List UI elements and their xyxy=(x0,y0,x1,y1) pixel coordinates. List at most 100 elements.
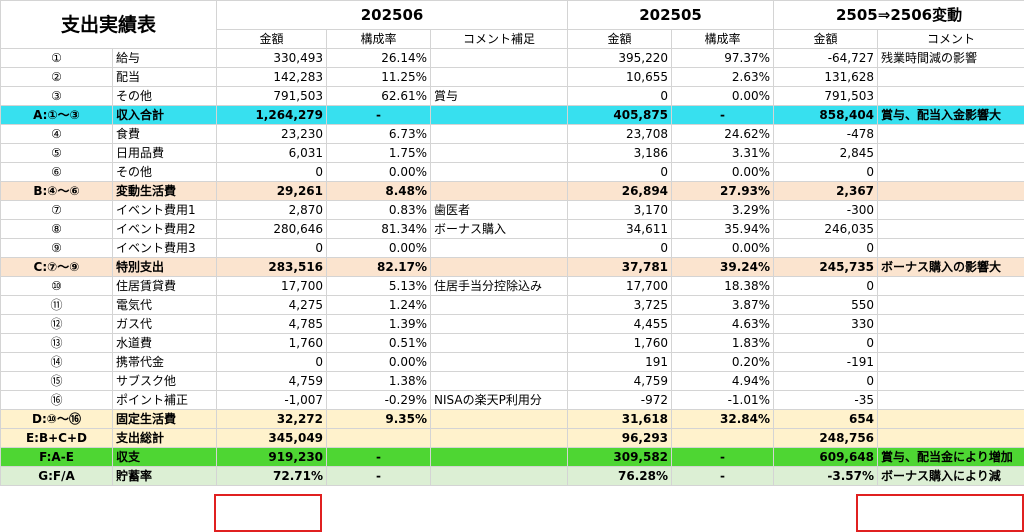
row-label-cell[interactable]: E:B+C+D xyxy=(0,428,113,448)
ratio-202505-cell[interactable]: 4.94% xyxy=(671,371,775,391)
comment-cell[interactable] xyxy=(877,238,1024,258)
amount-202506-cell[interactable]: 17,700 xyxy=(216,276,328,296)
amount-change-cell[interactable]: 0 xyxy=(773,276,879,296)
comment-cell[interactable] xyxy=(877,162,1024,182)
amount-202505-cell[interactable]: 23,708 xyxy=(567,124,673,144)
amount-change-cell[interactable]: 858,404 xyxy=(773,105,879,125)
period-header-202506[interactable]: 202506 xyxy=(216,0,569,30)
amount-202505-cell[interactable]: 405,875 xyxy=(567,105,673,125)
ratio-202505-cell[interactable]: 39.24% xyxy=(671,257,775,277)
amount-202505-cell[interactable]: -972 xyxy=(567,390,673,410)
amount-202505-cell[interactable]: 17,700 xyxy=(567,276,673,296)
amount-202505-cell[interactable]: 4,759 xyxy=(567,371,673,391)
comment-note-cell[interactable] xyxy=(430,124,569,144)
ratio-202505-cell[interactable]: 1.83% xyxy=(671,333,775,353)
comment-cell[interactable] xyxy=(877,276,1024,296)
comment-note-cell[interactable] xyxy=(430,143,569,163)
ratio-202506-cell[interactable]: 0.83% xyxy=(326,200,432,220)
amount-202505-cell[interactable]: 96,293 xyxy=(567,428,673,448)
comment-cell[interactable] xyxy=(877,409,1024,429)
comment-note-cell[interactable] xyxy=(430,466,569,486)
amount-202505-cell[interactable]: 0 xyxy=(567,238,673,258)
ratio-202505-cell[interactable]: 27.93% xyxy=(671,181,775,201)
amount-202506-cell[interactable]: 791,503 xyxy=(216,86,328,106)
comment-cell[interactable] xyxy=(877,314,1024,334)
comment-cell[interactable]: 賞与、配当金により増加 xyxy=(877,447,1024,467)
comment-note-cell[interactable] xyxy=(430,162,569,182)
amount-202506-cell[interactable]: 330,493 xyxy=(216,48,328,68)
amount-change-cell[interactable]: -64,727 xyxy=(773,48,879,68)
ratio-202505-cell[interactable]: 32.84% xyxy=(671,409,775,429)
amount-202505-cell[interactable]: 0 xyxy=(567,162,673,182)
comment-note-cell[interactable] xyxy=(430,67,569,87)
row-label-cell[interactable]: ① xyxy=(0,48,113,68)
item-name-cell[interactable]: ガス代 xyxy=(111,314,218,334)
ratio-202506-cell[interactable]: 6.73% xyxy=(326,124,432,144)
amount-change-cell[interactable]: 550 xyxy=(773,295,879,315)
row-label-cell[interactable]: C:⑦〜⑨ xyxy=(0,257,113,277)
ratio-202506-cell[interactable]: 0.00% xyxy=(326,238,432,258)
amount-change-cell[interactable]: 245,735 xyxy=(773,257,879,277)
amount-202506-cell[interactable]: 280,646 xyxy=(216,219,328,239)
comment-note-cell[interactable] xyxy=(430,447,569,467)
comment-note-cell[interactable] xyxy=(430,314,569,334)
amount-change-cell[interactable]: -35 xyxy=(773,390,879,410)
ratio-202505-cell[interactable]: 24.62% xyxy=(671,124,775,144)
amount-change-cell[interactable]: -3.57% xyxy=(773,466,879,486)
item-name-cell[interactable]: 電気代 xyxy=(111,295,218,315)
comment-note-cell[interactable] xyxy=(430,352,569,372)
item-name-cell[interactable]: 収支 xyxy=(111,447,218,467)
item-name-cell[interactable]: 支出総計 xyxy=(111,428,218,448)
comment-note-cell[interactable] xyxy=(430,409,569,429)
amount-change-cell[interactable]: 330 xyxy=(773,314,879,334)
amount-change-cell[interactable]: 609,648 xyxy=(773,447,879,467)
comment-cell[interactable] xyxy=(877,143,1024,163)
ratio-202506-cell[interactable]: - xyxy=(326,105,432,125)
comment-cell[interactable] xyxy=(877,181,1024,201)
ratio-202506-cell[interactable] xyxy=(326,428,432,448)
amount-202505-cell[interactable]: 395,220 xyxy=(567,48,673,68)
comment-cell[interactable]: ボーナス購入の影響大 xyxy=(877,257,1024,277)
ratio-202506-cell[interactable]: 62.61% xyxy=(326,86,432,106)
col-header-ratio-1[interactable]: 構成率 xyxy=(326,29,432,49)
comment-cell[interactable] xyxy=(877,67,1024,87)
amount-202505-cell[interactable]: 37,781 xyxy=(567,257,673,277)
amount-202506-cell[interactable]: 6,031 xyxy=(216,143,328,163)
col-header-comment[interactable]: コメント xyxy=(877,29,1024,49)
row-label-cell[interactable]: G:F/A xyxy=(0,466,113,486)
comment-note-cell[interactable]: 歯医者 xyxy=(430,200,569,220)
item-name-cell[interactable]: 給与 xyxy=(111,48,218,68)
amount-change-cell[interactable]: 654 xyxy=(773,409,879,429)
ratio-202506-cell[interactable]: 8.48% xyxy=(326,181,432,201)
ratio-202506-cell[interactable]: 9.35% xyxy=(326,409,432,429)
row-label-cell[interactable]: ⑪ xyxy=(0,295,113,315)
ratio-202505-cell[interactable]: 18.38% xyxy=(671,276,775,296)
amount-change-cell[interactable]: 248,756 xyxy=(773,428,879,448)
comment-note-cell[interactable]: NISAの楽天P利用分 xyxy=(430,390,569,410)
amount-change-cell[interactable]: 131,628 xyxy=(773,67,879,87)
item-name-cell[interactable]: その他 xyxy=(111,86,218,106)
amount-202506-cell[interactable]: 23,230 xyxy=(216,124,328,144)
amount-change-cell[interactable]: -478 xyxy=(773,124,879,144)
amount-202506-cell[interactable]: 4,785 xyxy=(216,314,328,334)
comment-cell[interactable] xyxy=(877,333,1024,353)
ratio-202505-cell[interactable]: 0.00% xyxy=(671,238,775,258)
amount-change-cell[interactable]: 0 xyxy=(773,371,879,391)
row-label-cell[interactable]: ⑮ xyxy=(0,371,113,391)
col-header-ratio-2[interactable]: 構成率 xyxy=(671,29,775,49)
row-label-cell[interactable]: D:⑩〜⑯ xyxy=(0,409,113,429)
item-name-cell[interactable]: 食費 xyxy=(111,124,218,144)
ratio-202506-cell[interactable]: 0.00% xyxy=(326,352,432,372)
row-label-cell[interactable]: ④ xyxy=(0,124,113,144)
amount-202505-cell[interactable]: 0 xyxy=(567,86,673,106)
ratio-202506-cell[interactable]: 5.13% xyxy=(326,276,432,296)
comment-cell[interactable]: 残業時間減の影響 xyxy=(877,48,1024,68)
ratio-202506-cell[interactable]: 11.25% xyxy=(326,67,432,87)
amount-202506-cell[interactable]: 345,049 xyxy=(216,428,328,448)
period-header-202505[interactable]: 202505 xyxy=(567,0,775,30)
amount-202505-cell[interactable]: 3,725 xyxy=(567,295,673,315)
comment-cell[interactable] xyxy=(877,200,1024,220)
ratio-202505-cell[interactable]: 3.29% xyxy=(671,200,775,220)
amount-202506-cell[interactable]: 29,261 xyxy=(216,181,328,201)
comment-cell[interactable] xyxy=(877,124,1024,144)
